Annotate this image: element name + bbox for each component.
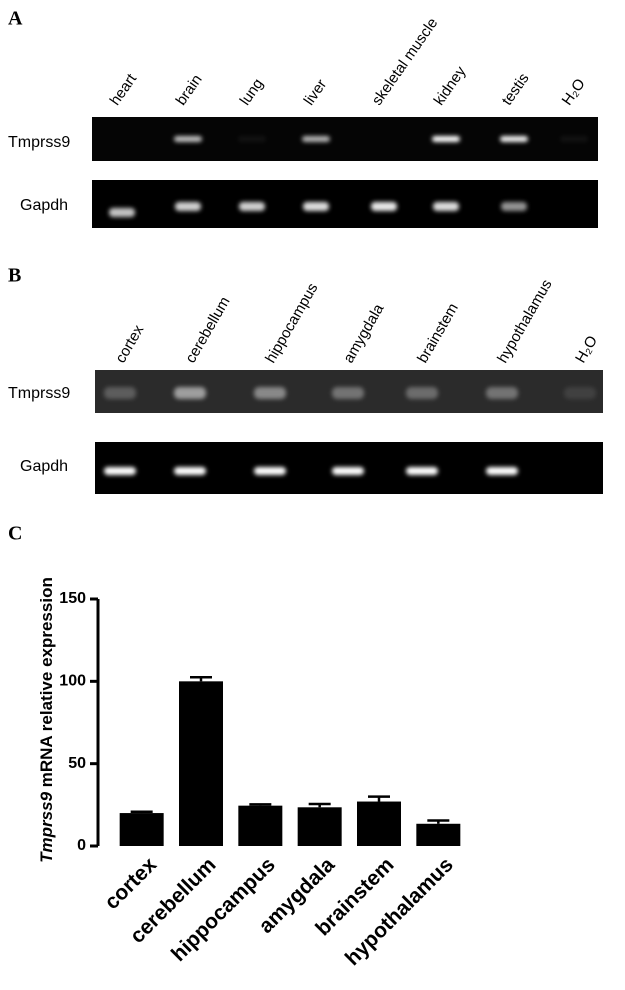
lane-label: brainstem bbox=[414, 300, 462, 366]
y-tick-label: 50 bbox=[68, 755, 86, 772]
lane-label: kidney bbox=[431, 63, 470, 109]
lane-label: cortex bbox=[112, 322, 147, 366]
gel-band bbox=[433, 202, 459, 211]
gel-band bbox=[303, 202, 329, 211]
panel-label: B bbox=[8, 265, 21, 287]
gel-band bbox=[564, 387, 596, 399]
lane-label: lung bbox=[237, 76, 267, 109]
gel-band bbox=[406, 467, 438, 475]
gel-band bbox=[239, 202, 265, 211]
row-label: Tmprss9 bbox=[8, 134, 70, 151]
gel-band bbox=[500, 136, 528, 142]
gel-band bbox=[174, 467, 206, 475]
lane-label: brain bbox=[173, 71, 206, 108]
bar bbox=[416, 823, 461, 846]
bar bbox=[357, 801, 401, 846]
gel-band bbox=[560, 136, 588, 142]
gel-band bbox=[371, 202, 397, 211]
gel-band bbox=[332, 467, 364, 475]
row-label: Tmprss9 bbox=[8, 385, 70, 402]
gel-band bbox=[406, 387, 438, 399]
lane-label: skeletal muscle bbox=[369, 15, 442, 109]
lane-label: hippocampus bbox=[262, 280, 321, 366]
gel-band bbox=[174, 387, 206, 399]
x-tick-label: hippocampus bbox=[167, 853, 280, 966]
y-axis-label-gene: Tmprss9 bbox=[37, 791, 56, 862]
bar bbox=[179, 681, 223, 846]
gel-band bbox=[174, 136, 202, 142]
gel-band bbox=[302, 136, 330, 142]
lane-label: liver bbox=[301, 76, 331, 108]
gel-band bbox=[254, 387, 286, 399]
x-tick-label: hypothalamus bbox=[341, 853, 458, 970]
row-label: Gapdh bbox=[20, 197, 68, 214]
gel-band bbox=[109, 208, 135, 217]
gel-band bbox=[501, 202, 527, 211]
lane-label: cerebellum bbox=[182, 294, 233, 366]
y-axis-label-text: mRNA relative expression bbox=[37, 577, 56, 787]
panel-label: C bbox=[8, 523, 22, 545]
gel-band bbox=[332, 387, 364, 399]
gel-band bbox=[486, 467, 518, 475]
y-tick-label: 150 bbox=[59, 590, 86, 607]
y-tick-label: 100 bbox=[59, 673, 86, 690]
lane-label: H₂O bbox=[572, 333, 601, 366]
y-axis-label: Tmprss9 mRNA relative expression bbox=[37, 577, 56, 863]
lane-label: H₂O bbox=[559, 76, 589, 109]
lane-label: heart bbox=[107, 70, 141, 108]
gel-band bbox=[104, 387, 136, 399]
gel-band bbox=[238, 136, 266, 142]
gel-band bbox=[432, 136, 460, 142]
row-label: Gapdh bbox=[20, 458, 68, 475]
gel-band bbox=[254, 467, 286, 475]
panel-label: A bbox=[8, 8, 23, 30]
bar bbox=[297, 807, 342, 846]
lane-label: testis bbox=[499, 70, 533, 108]
lane-label: hypothalamus bbox=[494, 277, 555, 366]
gel-band bbox=[175, 202, 201, 211]
gel-band bbox=[486, 387, 518, 399]
bar bbox=[119, 813, 164, 846]
lane-label: amygdala bbox=[340, 301, 388, 366]
gel-band bbox=[104, 467, 136, 475]
bar bbox=[238, 805, 283, 846]
y-tick-label: 0 bbox=[77, 837, 86, 854]
